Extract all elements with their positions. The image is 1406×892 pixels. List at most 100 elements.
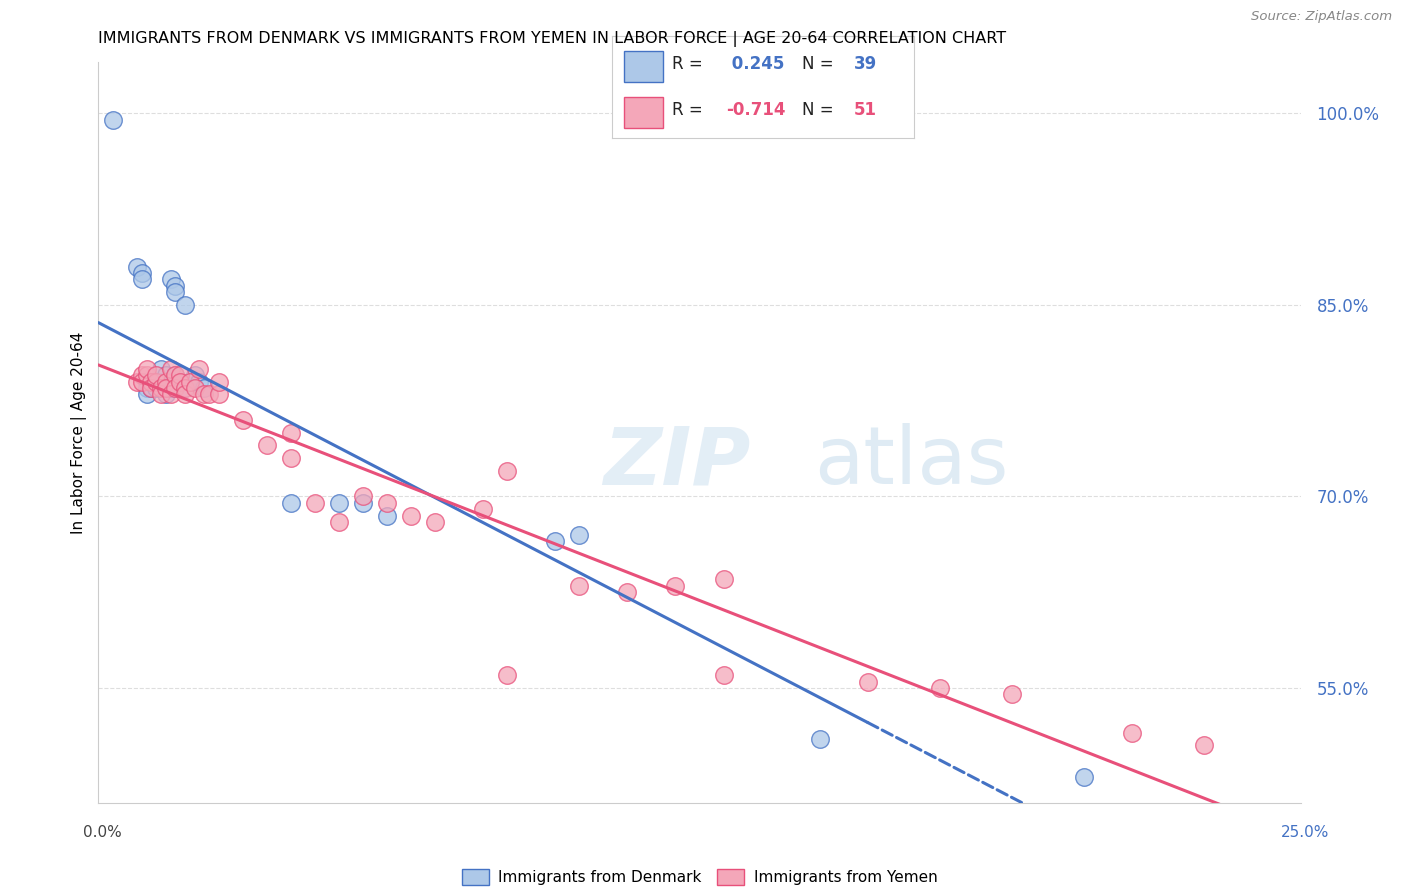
Point	[352, 490, 374, 504]
Point	[198, 387, 221, 401]
Point	[193, 387, 215, 401]
Point	[159, 272, 181, 286]
Point	[125, 375, 148, 389]
Point	[165, 368, 187, 383]
Point	[131, 266, 153, 280]
Point	[568, 579, 591, 593]
Point	[280, 451, 302, 466]
Point	[1121, 725, 1143, 739]
Point	[155, 387, 177, 401]
Point	[149, 381, 172, 395]
Point	[1073, 770, 1095, 784]
Point	[179, 375, 201, 389]
Point	[135, 361, 157, 376]
Point	[135, 368, 157, 383]
Point	[188, 361, 211, 376]
Text: -0.714: -0.714	[727, 101, 786, 119]
Point	[375, 508, 398, 523]
Text: R =: R =	[672, 55, 703, 73]
Point	[165, 278, 187, 293]
Text: R =: R =	[672, 101, 703, 119]
Point	[169, 375, 191, 389]
Point	[135, 387, 157, 401]
Point	[713, 668, 735, 682]
Point	[145, 381, 167, 395]
Point	[496, 668, 519, 682]
Point	[713, 573, 735, 587]
Point	[472, 502, 495, 516]
Point	[155, 368, 177, 383]
Point	[101, 112, 124, 127]
Point	[328, 515, 350, 529]
Point	[155, 375, 177, 389]
Point	[155, 381, 177, 395]
Point	[208, 375, 231, 389]
Point	[149, 375, 172, 389]
Point	[496, 464, 519, 478]
Point	[1194, 739, 1216, 753]
Point	[155, 381, 177, 395]
Point	[149, 387, 172, 401]
Point	[856, 674, 879, 689]
Point	[145, 375, 167, 389]
Point	[141, 381, 163, 395]
Text: ZIP: ZIP	[603, 423, 751, 501]
Y-axis label: In Labor Force | Age 20-64: In Labor Force | Age 20-64	[72, 332, 87, 533]
Point	[183, 368, 205, 383]
Point	[131, 272, 153, 286]
Point	[616, 585, 638, 599]
Point	[165, 285, 187, 300]
Point	[328, 496, 350, 510]
Point	[183, 381, 205, 395]
Point	[174, 381, 197, 395]
Point	[304, 496, 326, 510]
Point	[125, 260, 148, 274]
Point	[149, 381, 172, 395]
Point	[208, 387, 231, 401]
Point	[169, 375, 191, 389]
Point	[145, 375, 167, 389]
Point	[159, 381, 181, 395]
Point	[141, 375, 163, 389]
Point	[149, 361, 172, 376]
Point	[145, 368, 167, 383]
Text: 25.0%: 25.0%	[1281, 825, 1329, 839]
Point	[135, 381, 157, 395]
Point	[280, 425, 302, 440]
Point	[664, 579, 686, 593]
Text: 0.0%: 0.0%	[83, 825, 122, 839]
Point	[131, 368, 153, 383]
Point	[544, 534, 567, 549]
Point	[399, 508, 422, 523]
Point	[131, 375, 153, 389]
Point	[232, 413, 254, 427]
Point	[179, 375, 201, 389]
Text: Source: ZipAtlas.com: Source: ZipAtlas.com	[1251, 10, 1392, 22]
Point	[193, 381, 215, 395]
Point	[568, 527, 591, 541]
Point	[141, 381, 163, 395]
Point	[375, 496, 398, 510]
Text: N =: N =	[801, 101, 834, 119]
Point	[169, 368, 191, 383]
Point	[159, 375, 181, 389]
Point	[165, 381, 187, 395]
Legend: Immigrants from Denmark, Immigrants from Yemen: Immigrants from Denmark, Immigrants from…	[456, 863, 943, 891]
Point	[256, 438, 278, 452]
Point	[159, 387, 181, 401]
Text: atlas: atlas	[814, 423, 1008, 501]
Text: 39: 39	[853, 55, 877, 73]
Point	[280, 496, 302, 510]
Point	[174, 381, 197, 395]
Text: N =: N =	[801, 55, 834, 73]
Text: IMMIGRANTS FROM DENMARK VS IMMIGRANTS FROM YEMEN IN LABOR FORCE | AGE 20-64 CORR: IMMIGRANTS FROM DENMARK VS IMMIGRANTS FR…	[98, 31, 1007, 47]
Point	[141, 375, 163, 389]
Point	[188, 375, 211, 389]
Point	[1001, 687, 1024, 701]
Point	[352, 496, 374, 510]
Point	[159, 361, 181, 376]
Point	[165, 368, 187, 383]
Text: 0.245: 0.245	[727, 55, 785, 73]
Point	[928, 681, 950, 695]
Point	[808, 731, 831, 746]
